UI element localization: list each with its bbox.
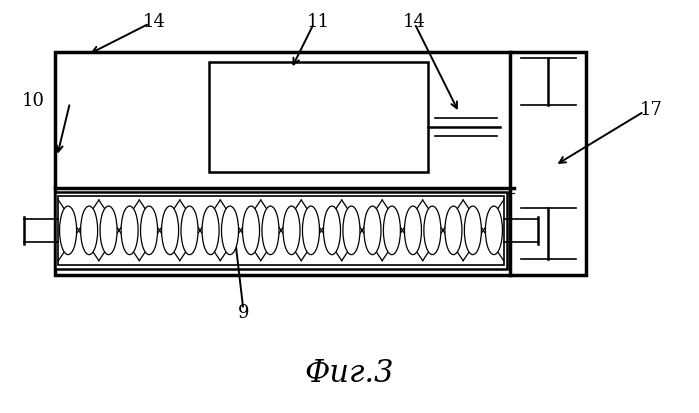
- Bar: [55, 53, 586, 275]
- Ellipse shape: [283, 206, 300, 255]
- Bar: [209, 63, 428, 172]
- Text: Фиг.3: Фиг.3: [305, 357, 394, 388]
- Text: 14: 14: [403, 12, 426, 31]
- Ellipse shape: [445, 206, 462, 255]
- Ellipse shape: [303, 206, 319, 255]
- Text: 17: 17: [640, 100, 663, 119]
- Ellipse shape: [485, 206, 503, 255]
- Ellipse shape: [222, 206, 238, 255]
- Ellipse shape: [405, 206, 421, 255]
- Text: 10: 10: [22, 92, 45, 109]
- Ellipse shape: [243, 206, 259, 255]
- Ellipse shape: [202, 206, 219, 255]
- Ellipse shape: [59, 206, 77, 255]
- Ellipse shape: [121, 206, 138, 255]
- Ellipse shape: [161, 206, 178, 255]
- Ellipse shape: [424, 206, 441, 255]
- Ellipse shape: [100, 206, 117, 255]
- Text: 11: 11: [307, 12, 330, 31]
- Ellipse shape: [140, 206, 157, 255]
- Ellipse shape: [343, 206, 360, 255]
- Ellipse shape: [324, 206, 340, 255]
- Ellipse shape: [384, 206, 401, 255]
- Ellipse shape: [364, 206, 381, 255]
- Ellipse shape: [464, 206, 482, 255]
- Ellipse shape: [80, 206, 98, 255]
- Text: 14: 14: [143, 12, 166, 31]
- Ellipse shape: [262, 206, 279, 255]
- Bar: [55, 192, 507, 269]
- Ellipse shape: [181, 206, 198, 255]
- Bar: [59, 196, 503, 265]
- Text: 9: 9: [238, 304, 249, 321]
